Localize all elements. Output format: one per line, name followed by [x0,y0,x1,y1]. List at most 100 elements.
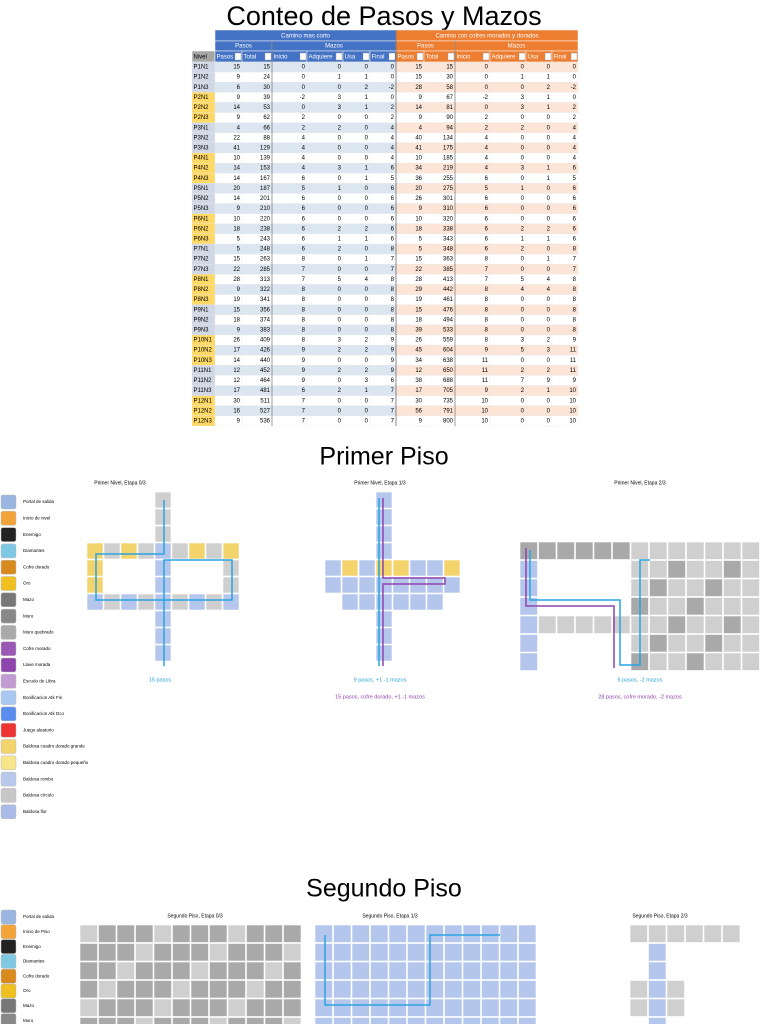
map-tile [324,576,342,594]
table-cell-text: 9 [391,338,395,344]
table-cell-text: 1 [547,257,551,263]
table-cell-text: 705 [443,388,454,394]
map-tile [499,980,518,999]
table-cell-text: 313 [260,277,271,283]
map-tile [518,924,537,943]
map-tile [407,943,426,962]
map-tile [499,998,518,1017]
table-cell-text: 0 [547,247,551,253]
map-title: Segundo Piso, Etapa 2/3 [632,913,688,919]
map-tile [741,615,760,634]
table-cell-text: 442 [443,287,454,293]
map-title: Primer Nivel, Etapa 0/3 [94,480,146,486]
table-cell-text: 2 [391,105,395,111]
table-cell-text: -2 [571,85,577,91]
table-cell-text: 3 [338,95,342,101]
table-cell-text: 41 [415,146,422,152]
table-cell-text: 18 [415,226,422,232]
table-cell-text: P10N3 [194,358,213,364]
map-tile [667,597,686,616]
table-cell-text: 0 [547,317,551,323]
table-cell-text: 1 [365,105,369,111]
table-cell-text: 0 [365,297,369,303]
legend-label: Llave morada [23,662,51,667]
map-tile [135,943,154,962]
table-cell-text: 8 [391,287,395,293]
column-header-text: Total [426,55,439,61]
map-tile [222,542,240,560]
map-tile [333,1017,352,1029]
table-cell-text: 5 [521,277,525,283]
table-cell-text: 0 [547,297,551,303]
table-cell-text: 0 [365,328,369,334]
table-cell-text: 34 [415,166,422,172]
map-caption: 9 pasos, +1 -1 mazos [354,677,407,683]
legend-label: Baldosa rombo [23,776,54,781]
map-tile [686,634,705,653]
table-cell-text: 66 [263,125,270,131]
map-tile [205,542,223,560]
table-cell-text: -2 [483,95,489,101]
table-cell-text: 10 [481,419,488,425]
table-cell-text: 9 [485,348,489,354]
map-tile [388,924,407,943]
map-tile [246,961,265,980]
map-tile [86,542,104,560]
table-cell-text: 30 [263,85,270,91]
table-cell-text: 53 [263,105,270,111]
map-tile [375,491,393,509]
map-tile [375,508,393,526]
legend-label: Portal de salida [23,499,55,504]
subgroup-header-text: Pasos [235,44,252,50]
table-cell-text: 0 [365,307,369,313]
table-cell-text: 7 [302,408,306,414]
map-tile [444,943,463,962]
table-cell-text: 0 [338,206,342,212]
map-tile [407,980,426,999]
subgroup-header-text: Pasos [417,44,434,50]
legend-label: Baldosa círculo [23,793,54,798]
table-cell-text: 10 [569,388,576,394]
table-cell-text: 409 [260,338,271,344]
table-cell-text: 15 [415,65,422,71]
table-cell-text: 0 [338,408,342,414]
table-cell-text: 10 [233,156,240,162]
map-tile [666,980,685,999]
map-tile [741,541,760,560]
table-cell-text: 9 [237,419,241,425]
table-cell-text: 2 [302,125,306,131]
map-tile [190,961,209,980]
map-tile [686,597,705,616]
map-tile [648,1017,667,1029]
table-cell-text: 15 [233,65,240,71]
table-cell-text: 2 [338,226,342,232]
map-tile [116,980,135,999]
table-cell-text: 6 [485,226,489,232]
table-cell-text: 7 [302,419,306,425]
table-cell-text: 7 [391,267,395,273]
legend-icon [0,722,17,738]
map-tile [351,1017,370,1029]
table-cell-text: 167 [260,176,271,182]
table-cell-text: 4 [573,125,577,131]
table-cell-text: 2 [521,388,525,394]
column-header-text: Inicio [274,55,289,61]
map-tile [227,998,246,1017]
legend-icon [0,543,17,559]
table-cell-text: 8 [302,317,306,323]
table-cell-text: 263 [260,257,271,263]
table-cell-text: 6 [302,247,306,253]
map-tile [153,961,172,980]
map-tile [333,961,352,980]
table-cell-text: 139 [260,156,271,162]
map-tile [629,998,648,1017]
group-header-text: Camino mas corto [281,34,330,40]
map-tile [222,576,240,594]
table-cell-text: 238 [260,226,271,232]
table-cell-text: 10 [569,408,576,414]
table-cell-text: 10 [415,156,422,162]
table-cell-text: 8 [391,247,395,253]
legend-label: Bonificacion Atk Dco [23,711,65,716]
table-cell-text: 0 [365,146,369,152]
